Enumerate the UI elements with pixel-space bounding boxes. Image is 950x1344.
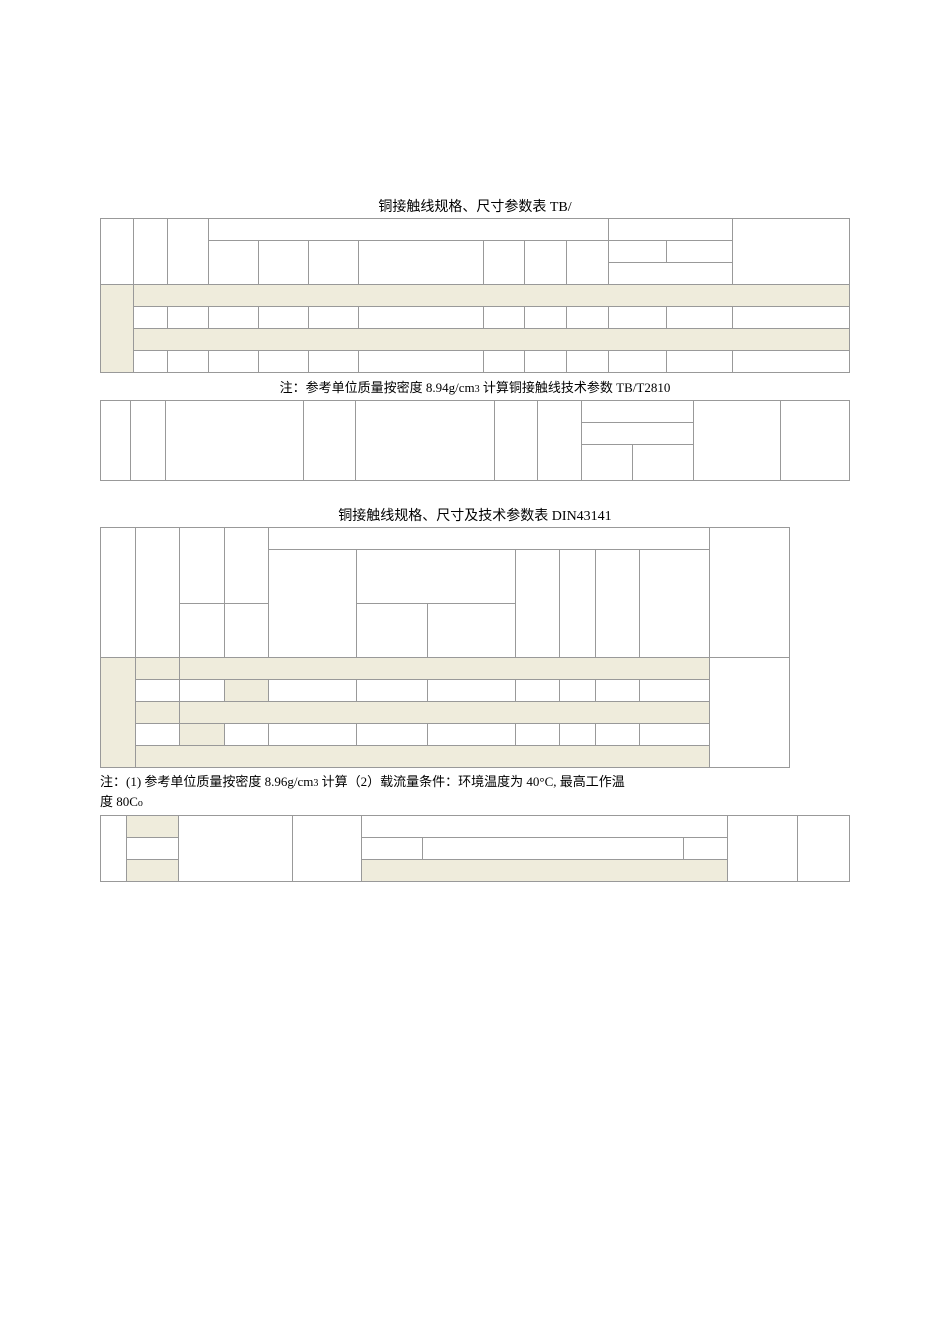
table1-title: 铜接触线规格、尺寸参数表 TB/ (100, 196, 850, 216)
table3-header (100, 527, 790, 658)
table-row (101, 329, 850, 351)
table-row (101, 219, 850, 241)
table4 (100, 815, 850, 882)
table1-body (100, 284, 850, 373)
table-row (101, 285, 850, 307)
table2 (100, 400, 850, 481)
note2-line2-sub: o (138, 798, 143, 809)
page-container: 铜接触线规格、尺寸参数表 TB/ (0, 0, 950, 982)
table-row (101, 528, 790, 550)
note2-line2-prefix: 度 80C (100, 794, 138, 809)
note2: 注：(1) 参考单位质量按密度 8.96g/cm3 计算（2）载流量条件：环境温… (100, 772, 850, 811)
table-row (101, 658, 790, 680)
table1-header (100, 218, 850, 285)
table-row (101, 746, 790, 768)
table-row (101, 307, 850, 329)
table3-title: 铜接触线规格、尺寸及技术参数表 DIN43141 (100, 505, 850, 525)
note1: 注：参考单位质量按密度 8.94g/cm3 计算铜接触线技术参数 TB/T281… (100, 377, 850, 396)
table-row (101, 401, 850, 423)
table-row (101, 702, 790, 724)
note1-suffix: 计算铜接触线技术参数 TB/T2810 (480, 380, 671, 395)
table-row (101, 351, 850, 373)
table-row (101, 680, 790, 702)
note2-suffix: 计算（2）载流量条件：环境温度为 40°C, 最高工作温 (318, 774, 624, 789)
table-row (101, 816, 850, 838)
note1-prefix: 注：参考单位质量按密度 8.94g/cm (280, 380, 475, 395)
note2-prefix: 注：(1) 参考单位质量按密度 8.96g/cm (100, 774, 313, 789)
table3-body (100, 657, 790, 768)
table-row (101, 724, 790, 746)
